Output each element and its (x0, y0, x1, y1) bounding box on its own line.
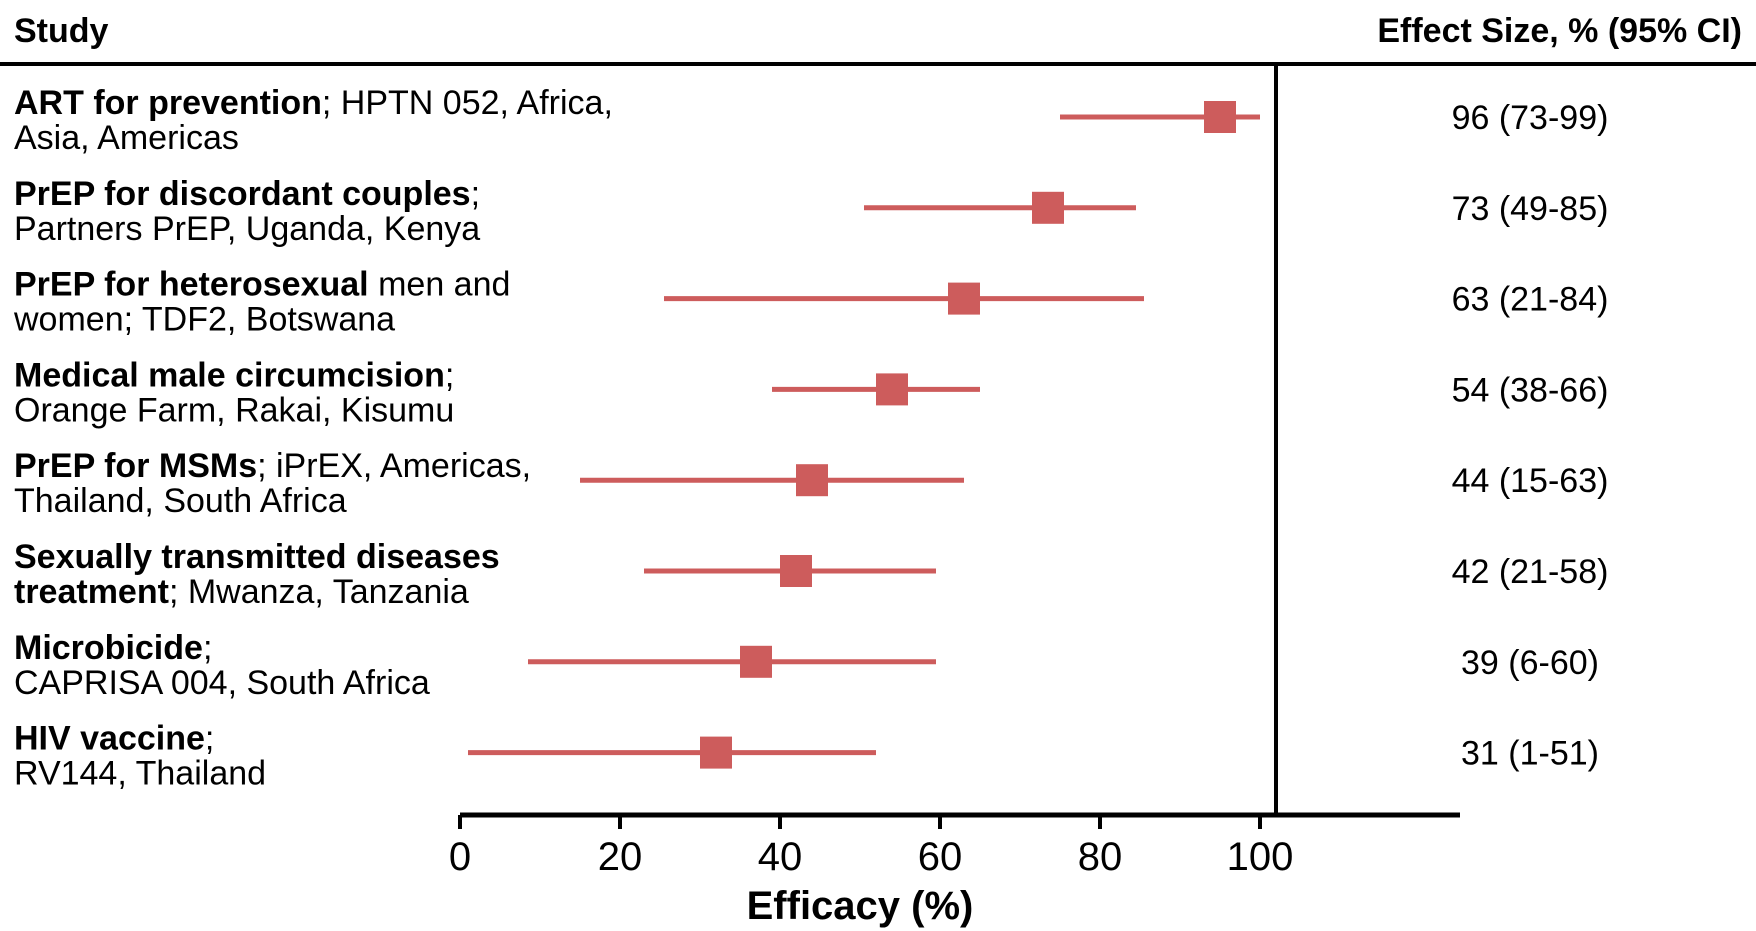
study-label-line1: HIV vaccine; (14, 720, 214, 758)
x-tick-label: 40 (758, 835, 803, 879)
column-header-effect-size: Effect Size, % (95% CI) (1377, 12, 1742, 50)
study-label-line2: women; TDF2, Botswana (13, 301, 395, 339)
study-label-line2: Partners PrEP, Uganda, Kenya (14, 210, 480, 248)
x-tick-label: 80 (1078, 835, 1123, 879)
effect-marker (948, 282, 980, 315)
study-label-line1: Sexually transmitted diseases (14, 538, 500, 576)
study-label-line2: Thailand, South Africa (14, 482, 347, 520)
column-header-study: Study (14, 12, 109, 50)
effect-marker (876, 373, 908, 406)
effect-size-label: 31 (1-51) (1461, 735, 1599, 773)
effect-marker (1204, 101, 1236, 133)
effect-size-label: 96 (73-99) (1452, 99, 1609, 137)
x-tick-label: 20 (598, 835, 643, 879)
effect-marker (796, 464, 828, 497)
study-label-line2: CAPRISA 004, South Africa (14, 664, 430, 702)
study-label-line1: PrEP for MSMs; iPrEX, Americas, (14, 447, 531, 485)
study-label-line2: Orange Farm, Rakai, Kisumu (14, 391, 454, 429)
effect-marker (700, 736, 732, 769)
study-label-line2: Asia, Americas (14, 119, 239, 157)
effect-marker (780, 555, 812, 587)
study-label-line1: PrEP for heterosexual men and (14, 266, 510, 304)
x-tick-label: 60 (918, 835, 963, 879)
effect-size-label: 73 (49-85) (1452, 190, 1609, 228)
effect-size-label: 44 (15-63) (1452, 462, 1609, 500)
study-label-line1: ART for prevention; HPTN 052, Africa, (14, 84, 613, 122)
effect-marker (1032, 191, 1064, 224)
study-label-line2: RV144, Thailand (14, 755, 266, 793)
effect-size-label: 42 (21-58) (1452, 553, 1609, 591)
effect-size-label: 54 (38-66) (1452, 371, 1609, 409)
x-tick-label: 100 (1227, 835, 1294, 879)
effect-size-label: 63 (21-84) (1452, 281, 1609, 319)
x-tick-label: 0 (449, 835, 471, 879)
effect-marker (740, 645, 772, 678)
study-label-line2: treatment; Mwanza, Tanzania (14, 573, 469, 611)
study-label-line1: Microbicide; (14, 629, 212, 667)
effect-size-label: 39 (6-60) (1461, 644, 1599, 682)
study-label-line1: PrEP for discordant couples; (14, 175, 480, 213)
study-label-line1: Medical male circumcision; (14, 356, 454, 394)
x-axis-title: Efficacy (%) (747, 884, 974, 928)
